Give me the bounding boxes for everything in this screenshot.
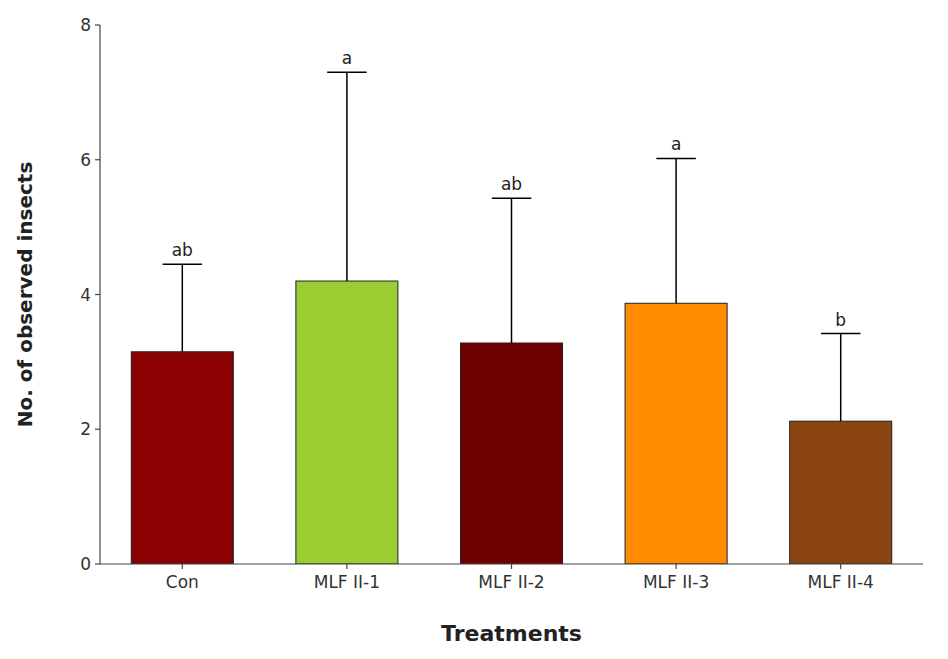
error-bar	[163, 264, 203, 352]
error-bar	[821, 334, 861, 422]
y-tick	[95, 563, 100, 564]
y-tick-label: 2	[80, 419, 91, 439]
chart-container: abaabab02468ConMLF II-1MLF II-2MLF II-3M…	[0, 0, 948, 659]
y-tick-label: 4	[80, 285, 91, 305]
y-tick	[95, 294, 100, 295]
x-tick	[840, 564, 841, 569]
x-tick-label: MLF II-4	[808, 572, 874, 592]
y-tick	[95, 429, 100, 430]
bar	[790, 421, 892, 564]
y-axis-label: No. of observed insects	[13, 162, 37, 428]
significance-label: b	[835, 310, 846, 330]
bar	[296, 281, 398, 564]
chart: abaabab02468ConMLF II-1MLF II-2MLF II-3M…	[0, 0, 948, 659]
x-tick	[511, 564, 512, 569]
significance-label: a	[342, 48, 352, 68]
x-tick-label: MLF II-2	[478, 572, 544, 592]
error-bar	[327, 72, 367, 281]
x-tick	[675, 564, 676, 569]
plot-area	[131, 72, 891, 564]
y-tick	[95, 24, 100, 25]
bar	[625, 303, 727, 564]
error-bar	[492, 198, 532, 343]
x-axis-label: Treatments	[441, 621, 582, 646]
y-tick-label: 6	[80, 150, 91, 170]
y-tick	[95, 159, 100, 160]
bar	[460, 343, 562, 564]
y-tick-label: 8	[80, 15, 91, 35]
significance-label: ab	[172, 240, 193, 260]
x-tick-label: MLF II-1	[314, 572, 380, 592]
bar	[131, 352, 233, 564]
x-tick-label: Con	[166, 572, 199, 592]
x-tick	[182, 564, 183, 569]
x-tick-label: MLF II-3	[643, 572, 709, 592]
significance-label: ab	[501, 174, 522, 194]
y-tick-label: 0	[80, 554, 91, 574]
significance-label: a	[671, 134, 681, 154]
x-tick	[346, 564, 347, 569]
error-bar	[656, 158, 696, 303]
